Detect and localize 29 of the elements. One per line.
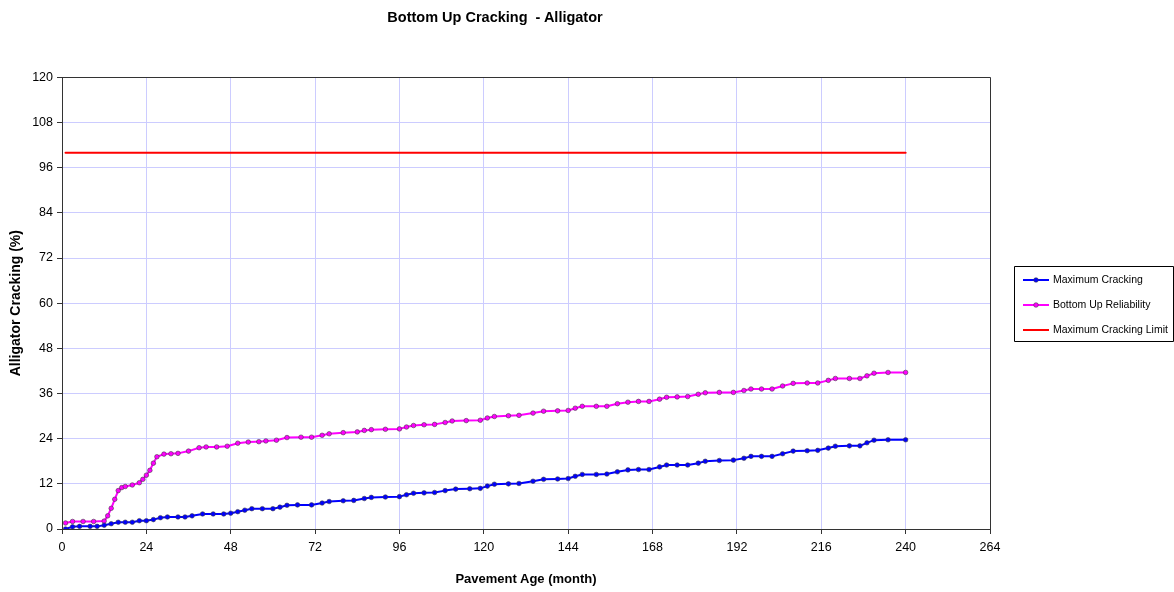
x-tick-label: 192: [726, 539, 748, 554]
x-tick-label: 24: [139, 539, 154, 554]
legend-label: Maximum Cracking Limit: [1053, 322, 1169, 335]
legend-label: Bottom Up Reliability: [1053, 297, 1152, 310]
y-tick-label: 36: [39, 385, 54, 400]
x-axis-title: Pavement Age (month): [455, 570, 597, 586]
y-tick-label: 96: [39, 160, 54, 175]
y-tick-label: 48: [39, 340, 54, 355]
y-tick-label: 72: [39, 250, 54, 265]
y-tick-label: 120: [32, 69, 54, 84]
x-tick-label: 96: [392, 539, 407, 554]
y-tick-label: 84: [39, 205, 54, 220]
x-tick-label: 168: [642, 539, 664, 554]
x-tick-label: 240: [895, 539, 917, 554]
chart-title: Bottom Up Cracking - Alligator: [387, 8, 604, 25]
y-tick-label: 60: [39, 295, 54, 310]
x-tick-label: 48: [223, 539, 238, 554]
x-tick-label: 120: [473, 539, 495, 554]
y-tick-label: 108: [32, 115, 54, 130]
y-tick-label: 0: [46, 521, 54, 536]
x-tick-label: 72: [308, 539, 323, 554]
x-tick-label: 216: [810, 539, 832, 554]
y-axis-title: Alligator Cracking (%): [7, 230, 24, 377]
x-tick-label: 264: [979, 539, 1001, 554]
x-tick-label: 0: [58, 539, 66, 554]
legend-label: Maximum Cracking: [1053, 272, 1144, 285]
y-tick-label: 24: [39, 431, 54, 446]
y-tick-label: 12: [39, 476, 54, 491]
x-tick-label: 144: [557, 539, 579, 554]
